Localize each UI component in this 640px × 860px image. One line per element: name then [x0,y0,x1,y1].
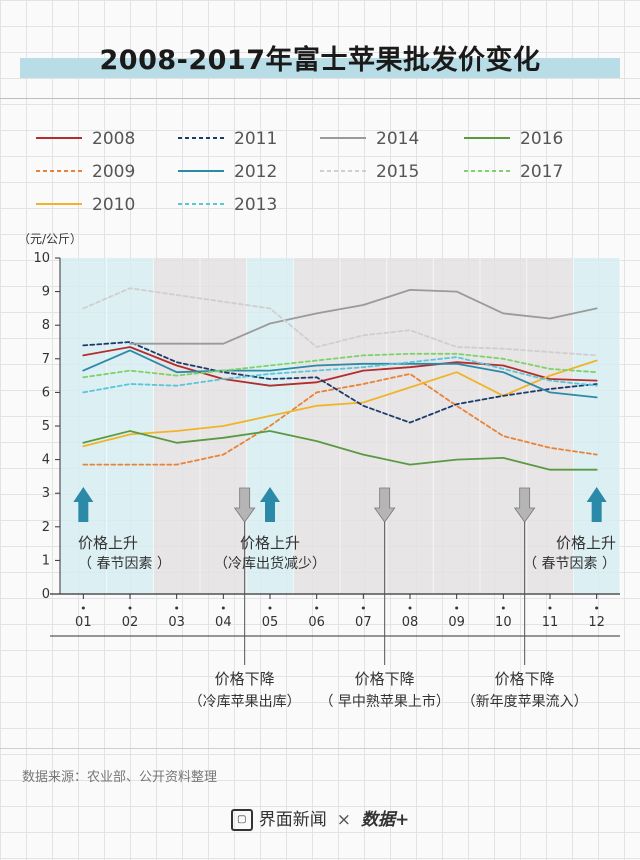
series-line-2009 [82,373,598,466]
footer-divider [0,748,640,749]
down-arrow-icon [513,487,536,523]
x-tick-dot [315,606,319,610]
series-line-2008 [82,346,598,387]
up-arrow-icon [73,487,94,522]
x-tick-label: 12 [588,615,605,630]
legend-label-2013: 2013 [234,195,277,215]
footer: ▢ 界面新闻 × 数据+ [0,805,640,831]
x-tick-dot [501,606,505,610]
y-tick-label: 4 [42,453,50,468]
y-tick-label: 1 [42,553,50,568]
x-tick-label: 01 [75,615,92,630]
y-tick-label: 2 [42,520,50,535]
annotation-label: 价格上升 [78,534,138,552]
x-tick-dot [268,606,272,610]
legend-label-2008: 2008 [92,129,135,149]
x-tick-dot [595,606,599,610]
legend-label-2017: 2017 [520,162,563,182]
x-tick-label: 05 [262,615,279,630]
series-line-2016 [82,430,598,471]
x-tick-label: 03 [168,615,185,630]
y-tick-label: 9 [42,285,50,300]
season-band [573,258,620,594]
x-tick-label: 10 [495,615,512,630]
jiemian-logo-icon: ▢ [230,809,253,831]
x-tick-dot [221,606,225,610]
y-tick-label: 8 [42,318,50,333]
annotation-note: （ 春节因素 ） [523,556,616,572]
annotation-label: 价格上升 [556,534,616,552]
x-tick-dot [408,606,412,610]
x-tick-dot [455,606,459,610]
annotation-note: （ 春节因素 ） [78,556,171,572]
y-tick-label: 7 [42,352,50,367]
x-tick-dot [81,606,85,610]
annotation-note: （冷库苹果出库） [189,694,301,710]
x-tick-label: 04 [215,615,232,630]
source-note: 数据来源：农业部、公开资料整理 [22,770,218,785]
x-tick-dot [361,606,365,610]
up-arrow-icon [260,487,280,522]
y-tick-label: 0 [42,587,50,602]
legend-label-2009: 2009 [92,162,135,182]
series-line-2014 [129,289,598,345]
annotation-note: （冷库出货减少） [214,555,326,572]
series-line-2012 [82,349,598,399]
title-highlight [20,58,620,78]
annotation-label: 价格上升 [240,534,300,552]
y-tick-label: 5 [42,419,50,434]
annotation-label: 价格下降 [355,670,415,688]
x-tick-label: 07 [355,615,372,630]
x-tick-dot [548,606,552,610]
x-tick-label: 11 [542,615,559,630]
brand-separator: × [336,810,351,830]
annotation-label: 价格下降 [495,670,555,688]
down-arrow-icon [233,487,256,523]
up-arrow-icon [586,487,607,522]
title-divider [0,98,640,99]
y-tick-label: 6 [42,385,50,400]
series-line-2015 [82,287,598,357]
legend-label-2010: 2010 [92,195,135,215]
x-tick-label: 02 [122,615,139,630]
x-tick-label: 06 [308,615,325,630]
down-arrow-icon [373,487,396,523]
y-tick-label: 3 [42,486,50,501]
annotation-label: 价格下降 [215,670,275,688]
annotation-note: （ 早中熟苹果上市） [319,693,449,710]
y-axis-label: （元/公斤） [18,232,82,246]
legend-label-2014: 2014 [376,129,419,149]
brand-jiemian: 界面新闻 [258,810,327,830]
x-tick-label: 08 [402,615,419,630]
legend-label-2012: 2012 [234,162,277,182]
brand-shuju: 数据+ [361,810,410,830]
series-line-2010 [82,359,598,448]
legend-label-2016: 2016 [520,129,563,149]
legend-label-2015: 2015 [376,162,419,182]
legend-label-2011: 2011 [234,129,277,149]
series-line-2017 [82,352,598,379]
page-title: 2008-2017年富士苹果批发价变化 [99,45,541,76]
series-line-2013 [82,356,598,394]
y-tick-label: 10 [33,251,50,266]
x-tick-dot [128,606,132,610]
series-line-2011 [82,341,598,424]
x-tick-label: 09 [448,615,465,630]
annotation-note: （新年度苹果流入） [462,694,588,710]
x-tick-dot [175,606,179,610]
